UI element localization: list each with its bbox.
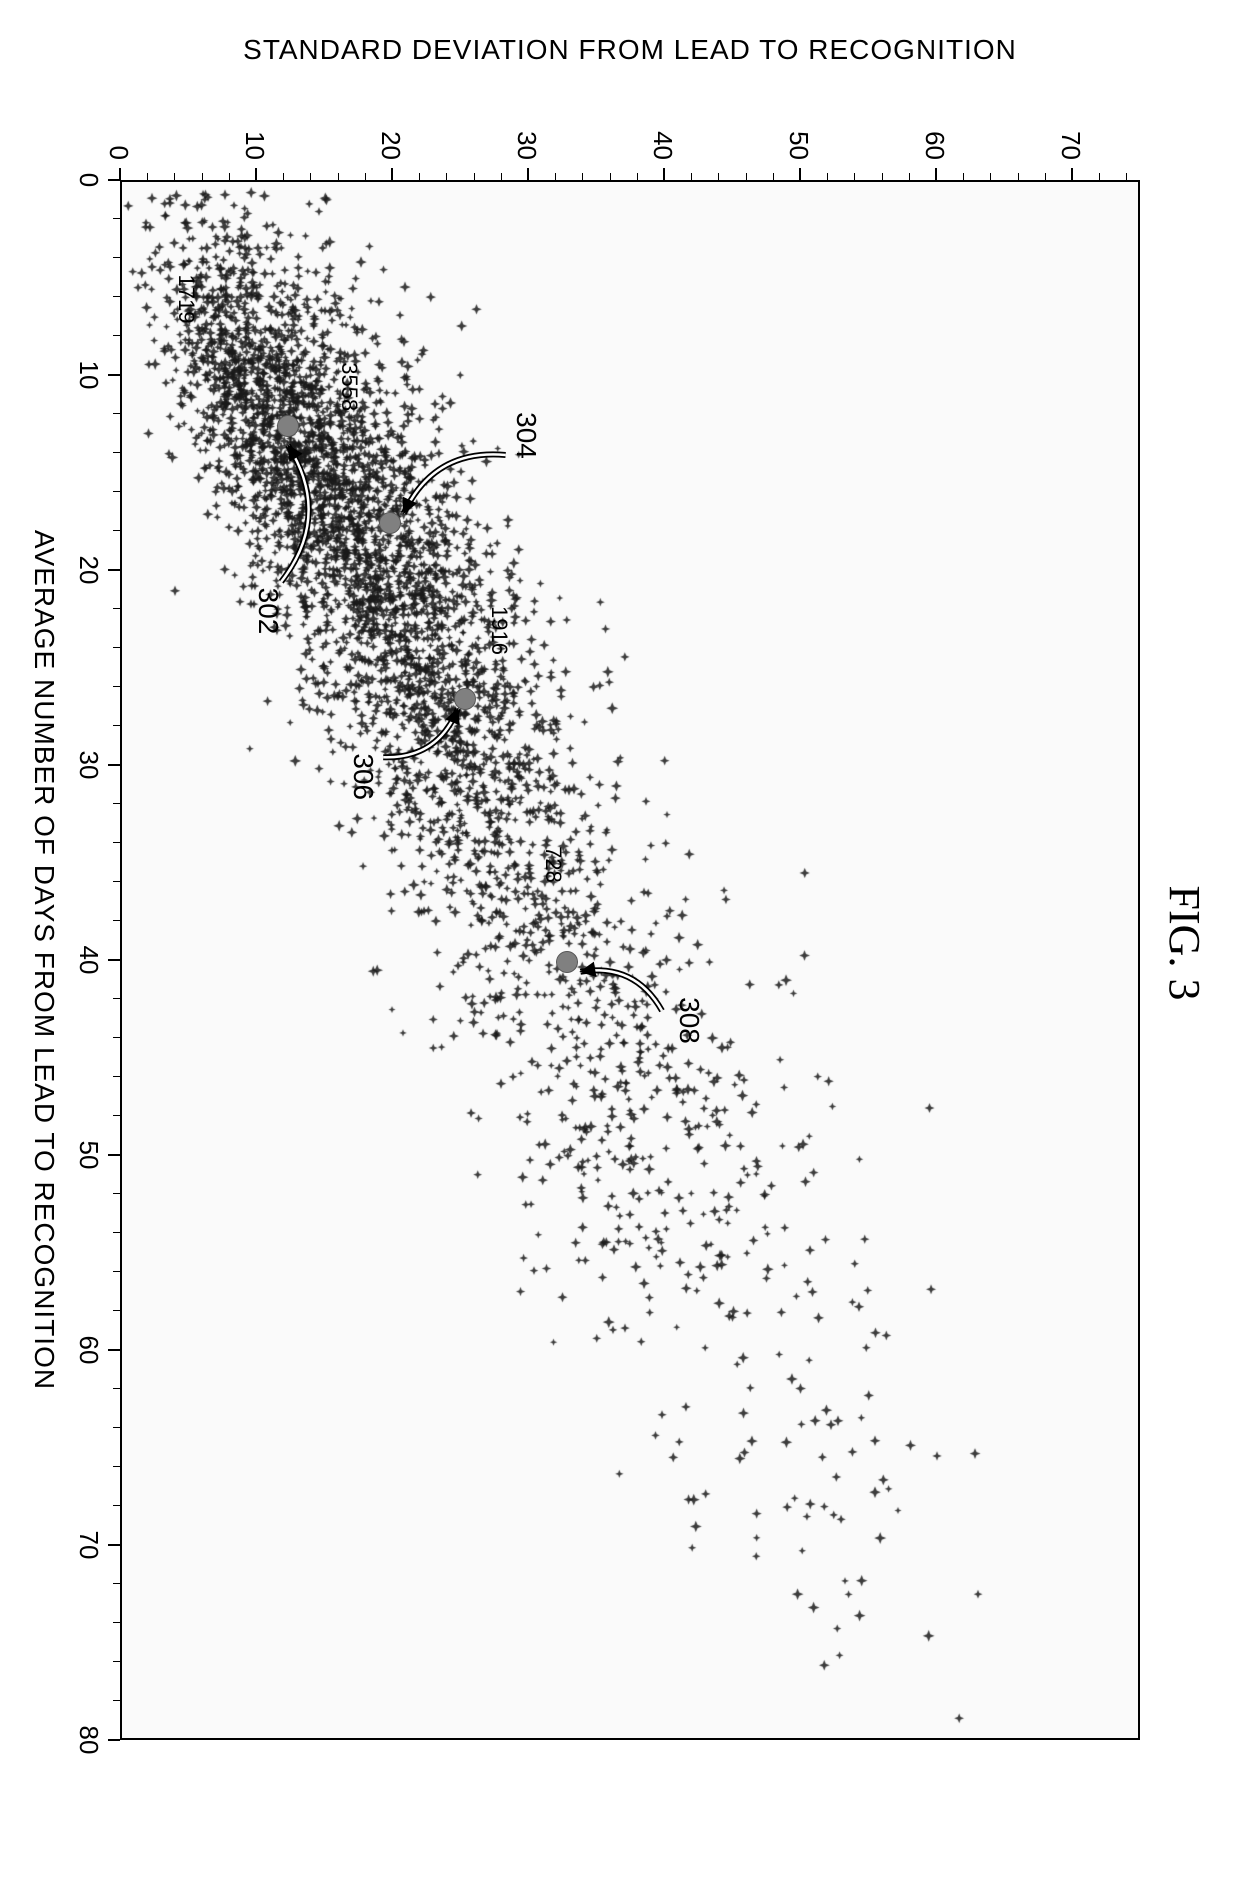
x-tick-label: 30 <box>73 740 104 790</box>
y-tick-minor <box>746 173 747 180</box>
y-tick-minor <box>909 173 910 180</box>
x-tick-minor <box>113 1037 120 1038</box>
y-tick-minor <box>365 173 366 180</box>
x-tick-major <box>108 569 120 571</box>
y-tick-minor <box>773 173 774 180</box>
x-tick-minor <box>113 1661 120 1662</box>
x-tick-minor <box>113 647 120 648</box>
x-tick-minor <box>113 725 120 726</box>
y-tick-major <box>663 168 665 180</box>
y-tick-minor <box>283 173 284 180</box>
y-tick-label: 30 <box>511 110 542 160</box>
x-tick-minor <box>113 1622 120 1623</box>
x-tick-minor <box>113 803 120 804</box>
y-tick-minor <box>338 173 339 180</box>
x-tick-label: 60 <box>73 1325 104 1375</box>
x-tick-minor <box>113 608 120 609</box>
x-tick-major <box>108 1739 120 1741</box>
x-tick-minor <box>113 1232 120 1233</box>
x-tick-minor <box>113 842 120 843</box>
y-tick-minor <box>474 173 475 180</box>
x-tick-minor <box>113 686 120 687</box>
y-tick-minor <box>718 173 719 180</box>
y-tick-major <box>391 168 393 180</box>
x-tick-major <box>108 764 120 766</box>
x-tick-major <box>108 1154 120 1156</box>
y-tick-minor <box>827 173 828 180</box>
x-tick-label: 50 <box>73 1130 104 1180</box>
y-tick-minor <box>419 173 420 180</box>
y-tick-minor <box>1018 173 1019 180</box>
x-tick-label: 10 <box>73 350 104 400</box>
axis-layer: 0 10 20 30 40 50 60 70 0 10 20 30 40 50 60 70 80 STANDARD… <box>0 0 1240 1886</box>
y-tick-minor <box>963 173 964 180</box>
y-tick-minor <box>691 173 692 180</box>
y-tick-minor <box>1099 173 1100 180</box>
y-tick-label: 20 <box>375 110 406 160</box>
x-tick-minor <box>113 1115 120 1116</box>
x-tick-minor <box>113 1310 120 1311</box>
y-tick-minor <box>501 173 502 180</box>
y-tick-minor <box>1126 173 1127 180</box>
y-tick-label: 0 <box>103 110 134 160</box>
y-tick-label: 70 <box>1055 110 1086 160</box>
x-tick-label: 70 <box>73 1520 104 1570</box>
x-tick-label: 80 <box>73 1715 104 1765</box>
figure-wrapper: FIG. 3 171935581916728302304306308 01020… <box>0 0 1240 1886</box>
x-tick-minor <box>113 920 120 921</box>
x-tick-minor <box>113 1076 120 1077</box>
y-tick-minor <box>990 173 991 180</box>
y-tick-label: 40 <box>647 110 678 160</box>
y-tick-major <box>255 168 257 180</box>
y-tick-label: 50 <box>783 110 814 160</box>
x-tick-minor <box>113 1271 120 1272</box>
x-tick-minor <box>113 1505 120 1506</box>
x-tick-minor <box>113 296 120 297</box>
x-tick-minor <box>113 1700 120 1701</box>
y-tick-major <box>527 168 529 180</box>
x-tick-minor <box>113 452 120 453</box>
x-tick-major <box>108 959 120 961</box>
x-tick-major <box>108 1544 120 1546</box>
x-tick-minor <box>113 1583 120 1584</box>
y-tick-label: 10 <box>239 110 270 160</box>
x-tick-minor <box>113 1466 120 1467</box>
y-tick-major <box>1071 168 1073 180</box>
y-tick-label: 60 <box>919 110 950 160</box>
y-tick-major <box>935 168 937 180</box>
x-tick-minor <box>113 413 120 414</box>
x-tick-label: 0 <box>73 155 104 205</box>
x-tick-minor <box>113 335 120 336</box>
x-tick-minor <box>113 1193 120 1194</box>
y-tick-minor <box>555 173 556 180</box>
x-tick-minor <box>113 881 120 882</box>
x-tick-minor <box>113 1388 120 1389</box>
y-tick-minor <box>147 173 148 180</box>
y-tick-major <box>799 168 801 180</box>
x-tick-minor <box>113 218 120 219</box>
y-tick-minor <box>446 173 447 180</box>
y-tick-minor <box>610 173 611 180</box>
x-tick-major <box>108 179 120 181</box>
x-tick-minor <box>113 491 120 492</box>
y-tick-minor <box>229 173 230 180</box>
x-tick-minor <box>113 998 120 999</box>
y-axis-label: STANDARD DEVIATION FROM LEAD TO RECOGNIT… <box>243 34 1017 66</box>
x-axis-label: AVERAGE NUMBER OF DAYS FROM LEAD TO RECO… <box>28 530 60 1390</box>
x-tick-major <box>108 1349 120 1351</box>
y-tick-minor <box>854 173 855 180</box>
x-tick-label: 40 <box>73 935 104 985</box>
x-tick-minor <box>113 257 120 258</box>
y-tick-minor <box>582 173 583 180</box>
y-tick-minor <box>202 173 203 180</box>
y-tick-minor <box>310 173 311 180</box>
y-tick-minor <box>637 173 638 180</box>
y-tick-minor <box>882 173 883 180</box>
y-tick-minor <box>174 173 175 180</box>
x-tick-minor <box>113 530 120 531</box>
x-tick-label: 20 <box>73 545 104 595</box>
x-tick-major <box>108 374 120 376</box>
y-tick-minor <box>1045 173 1046 180</box>
x-tick-minor <box>113 1427 120 1428</box>
